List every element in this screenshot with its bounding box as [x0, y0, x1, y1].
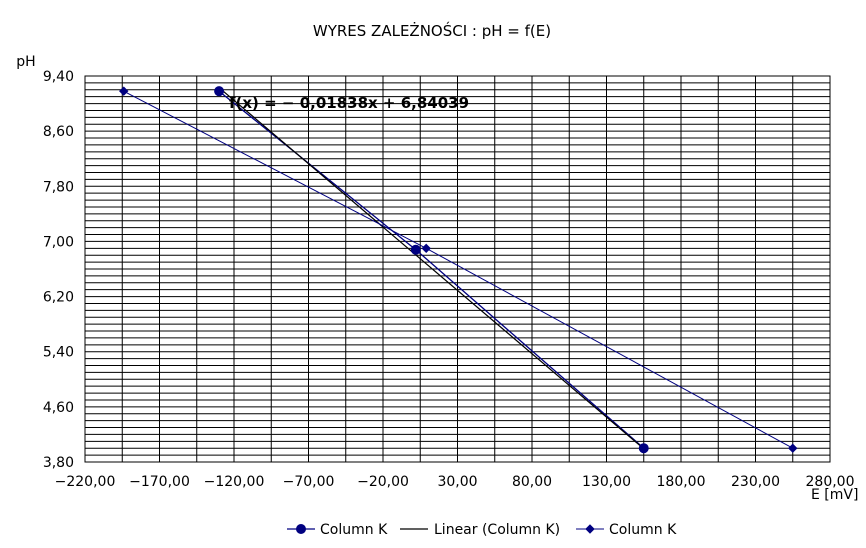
y-tick-label: 9,40 — [43, 69, 74, 85]
legend-swatch-marker — [296, 524, 306, 534]
trendline-linear-column-k — [218, 87, 645, 450]
data-point-diamond — [421, 243, 431, 254]
y-tick-label: 6,20 — [43, 290, 74, 306]
legend-label: Linear (Column K) — [434, 522, 560, 538]
grid — [84, 75, 831, 463]
legend-label: Column K — [320, 522, 388, 538]
legend: Column K Linear (Column K) Column K — [287, 522, 677, 538]
x-tick-label: −170,00 — [129, 474, 190, 490]
x-tick-label: −70,00 — [283, 474, 335, 490]
series-layer — [119, 86, 798, 454]
x-tick-label: 80,00 — [512, 474, 552, 490]
data-point-circle — [410, 244, 421, 255]
y-tick-label: 3,80 — [43, 455, 74, 471]
legend-label: Column K — [609, 522, 677, 538]
data-point-diamond — [788, 443, 798, 453]
x-tick-label: 30,00 — [437, 474, 477, 490]
chart-title: WYRES ZALEŻNOŚCI : pH = f(E) — [313, 21, 551, 40]
x-tick-label: −220,00 — [55, 474, 116, 490]
y-tick-label: 4,60 — [43, 400, 74, 416]
x-tick-label: 280,00 — [806, 474, 855, 490]
y-tick-labels: 9,40 8,60 7,80 7,00 6,20 5,40 4,60 3,80 — [43, 69, 74, 471]
x-tick-label: −120,00 — [204, 474, 265, 490]
data-point-diamond — [119, 86, 129, 96]
y-tick-label: 7,80 — [43, 179, 74, 195]
y-tick-label: 7,00 — [43, 234, 74, 250]
data-point-circle — [638, 443, 649, 454]
x-axis-label: E [mV] — [811, 487, 858, 503]
legend-swatch-marker — [585, 524, 595, 534]
x-tick-labels: −220,00 −170,00 −120,00 −70,00 −20,00 30,00 80… — [55, 474, 855, 490]
trendline-equation: f(x) = − 0,01838x + 6,84039 — [229, 94, 469, 112]
x-tick-label: 180,00 — [657, 474, 706, 490]
data-point-circle — [214, 86, 225, 97]
x-tick-label: 130,00 — [582, 474, 631, 490]
y-axis-label: pH — [16, 54, 35, 70]
y-tick-label: 8,60 — [43, 124, 74, 140]
y-tick-label: 5,40 — [43, 345, 74, 361]
x-tick-label: −20,00 — [357, 474, 409, 490]
x-tick-label: 230,00 — [731, 474, 780, 490]
